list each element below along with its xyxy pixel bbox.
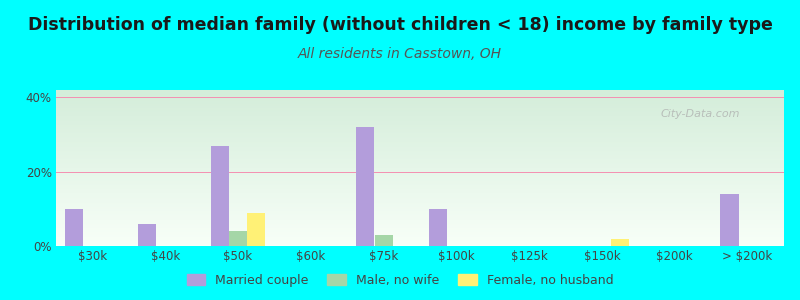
Text: Distribution of median family (without children < 18) income by family type: Distribution of median family (without c… xyxy=(27,16,773,34)
Bar xyxy=(65,209,83,246)
Legend: Married couple, Male, no wife, Female, no husband: Married couple, Male, no wife, Female, n… xyxy=(182,270,618,291)
Bar xyxy=(374,235,393,246)
Bar xyxy=(611,238,630,246)
Bar xyxy=(247,213,266,246)
Bar xyxy=(210,146,229,246)
Bar xyxy=(720,194,738,246)
Text: All residents in Casstown, OH: All residents in Casstown, OH xyxy=(298,46,502,61)
Bar xyxy=(229,231,247,246)
Text: City-Data.com: City-Data.com xyxy=(660,109,740,119)
Bar xyxy=(138,224,156,246)
Bar xyxy=(429,209,447,246)
Bar xyxy=(356,127,374,246)
